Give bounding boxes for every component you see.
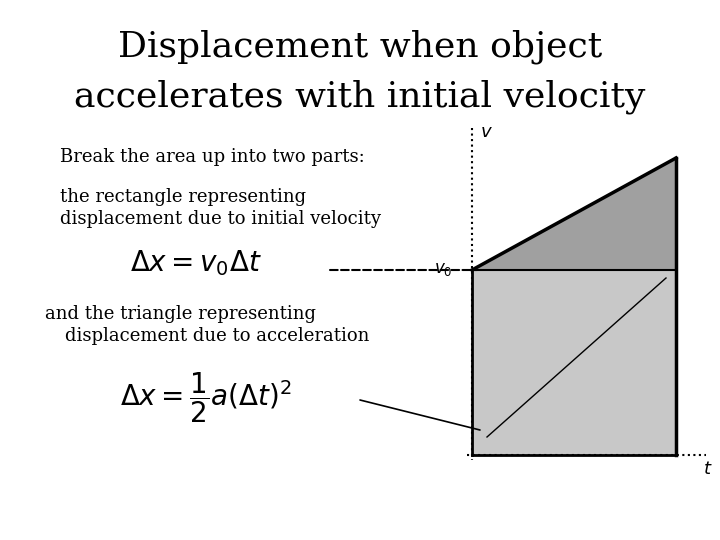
Text: the rectangle representing: the rectangle representing <box>60 188 306 206</box>
Text: displacement due to acceleration: displacement due to acceleration <box>65 327 369 345</box>
Text: $v$: $v$ <box>480 123 493 141</box>
Polygon shape <box>472 270 676 455</box>
Text: Displacement when object: Displacement when object <box>118 30 602 64</box>
Text: $t$: $t$ <box>703 460 713 478</box>
Text: $\Delta x = v_0 \Delta t$: $\Delta x = v_0 \Delta t$ <box>130 248 262 278</box>
Text: Break the area up into two parts:: Break the area up into two parts: <box>60 148 365 166</box>
Text: accelerates with initial velocity: accelerates with initial velocity <box>74 80 646 114</box>
Text: $v_0$: $v_0$ <box>433 261 452 279</box>
Text: and the triangle representing: and the triangle representing <box>45 305 316 323</box>
Polygon shape <box>472 158 676 270</box>
Text: displacement due to initial velocity: displacement due to initial velocity <box>60 210 381 228</box>
Text: $\Delta x = \dfrac{1}{2}a(\Delta t)^2$: $\Delta x = \dfrac{1}{2}a(\Delta t)^2$ <box>120 370 292 424</box>
